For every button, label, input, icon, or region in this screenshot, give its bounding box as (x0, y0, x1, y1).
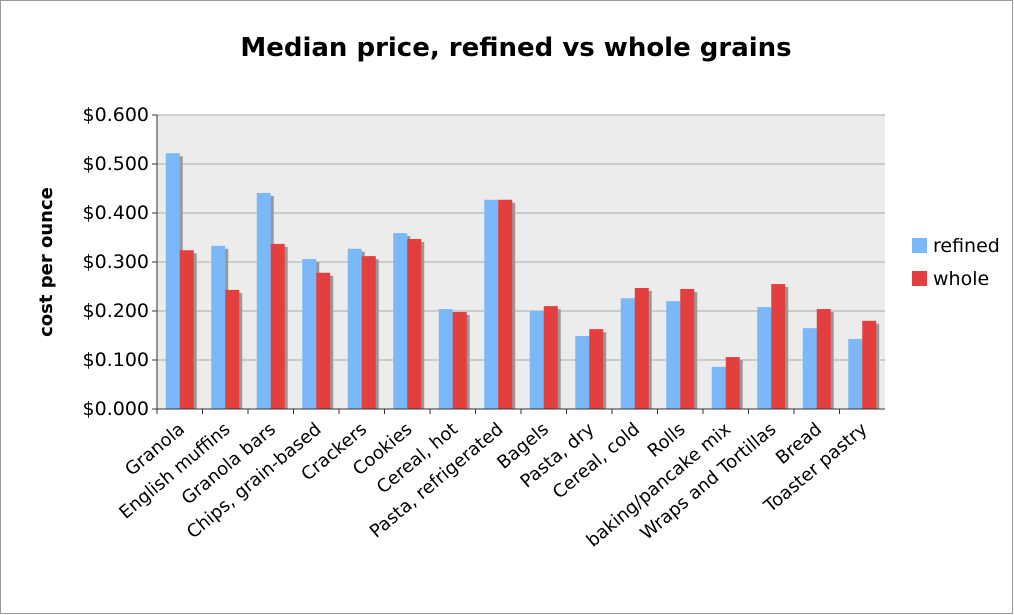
chart-title: Median price, refined vs whole grains (240, 33, 791, 63)
bar (543, 306, 558, 409)
bar (270, 243, 285, 409)
bar (862, 320, 877, 409)
bar (725, 357, 740, 409)
bar (438, 309, 453, 409)
bar (179, 250, 194, 409)
legend-swatch (912, 271, 927, 286)
legend-label: whole (933, 268, 989, 290)
y-tick-label: $0.400 (83, 202, 149, 224)
bar (529, 311, 544, 409)
bar (771, 284, 786, 409)
bar (393, 233, 408, 409)
y-tick-label: $0.500 (83, 153, 149, 175)
y-tick-label: $0.000 (83, 398, 149, 420)
bar (575, 335, 590, 409)
bar (484, 199, 499, 409)
bar (680, 288, 695, 409)
bar (165, 153, 180, 409)
bar (666, 301, 681, 409)
bar (452, 311, 467, 409)
bar (302, 259, 317, 409)
bar (620, 298, 635, 409)
y-axis-label: cost per ounce (36, 187, 57, 337)
bar (634, 287, 649, 409)
bar (498, 199, 513, 409)
y-tick-label: $0.200 (83, 300, 149, 322)
bar (347, 248, 362, 409)
y-tick-label: $0.300 (83, 251, 149, 273)
y-tick-label: $0.100 (83, 349, 149, 371)
y-tick-label: $0.600 (83, 104, 149, 126)
bar (711, 366, 726, 409)
bar (256, 192, 271, 409)
bar (848, 338, 863, 409)
legend-label: refined (933, 235, 1000, 257)
bar (316, 272, 331, 409)
bar (802, 328, 817, 409)
bar (757, 307, 772, 409)
bar (211, 245, 226, 409)
bar (589, 329, 604, 409)
legend-swatch (912, 238, 927, 253)
bar (225, 289, 240, 409)
bar (816, 309, 831, 409)
bar (407, 238, 422, 409)
bar (361, 256, 376, 409)
